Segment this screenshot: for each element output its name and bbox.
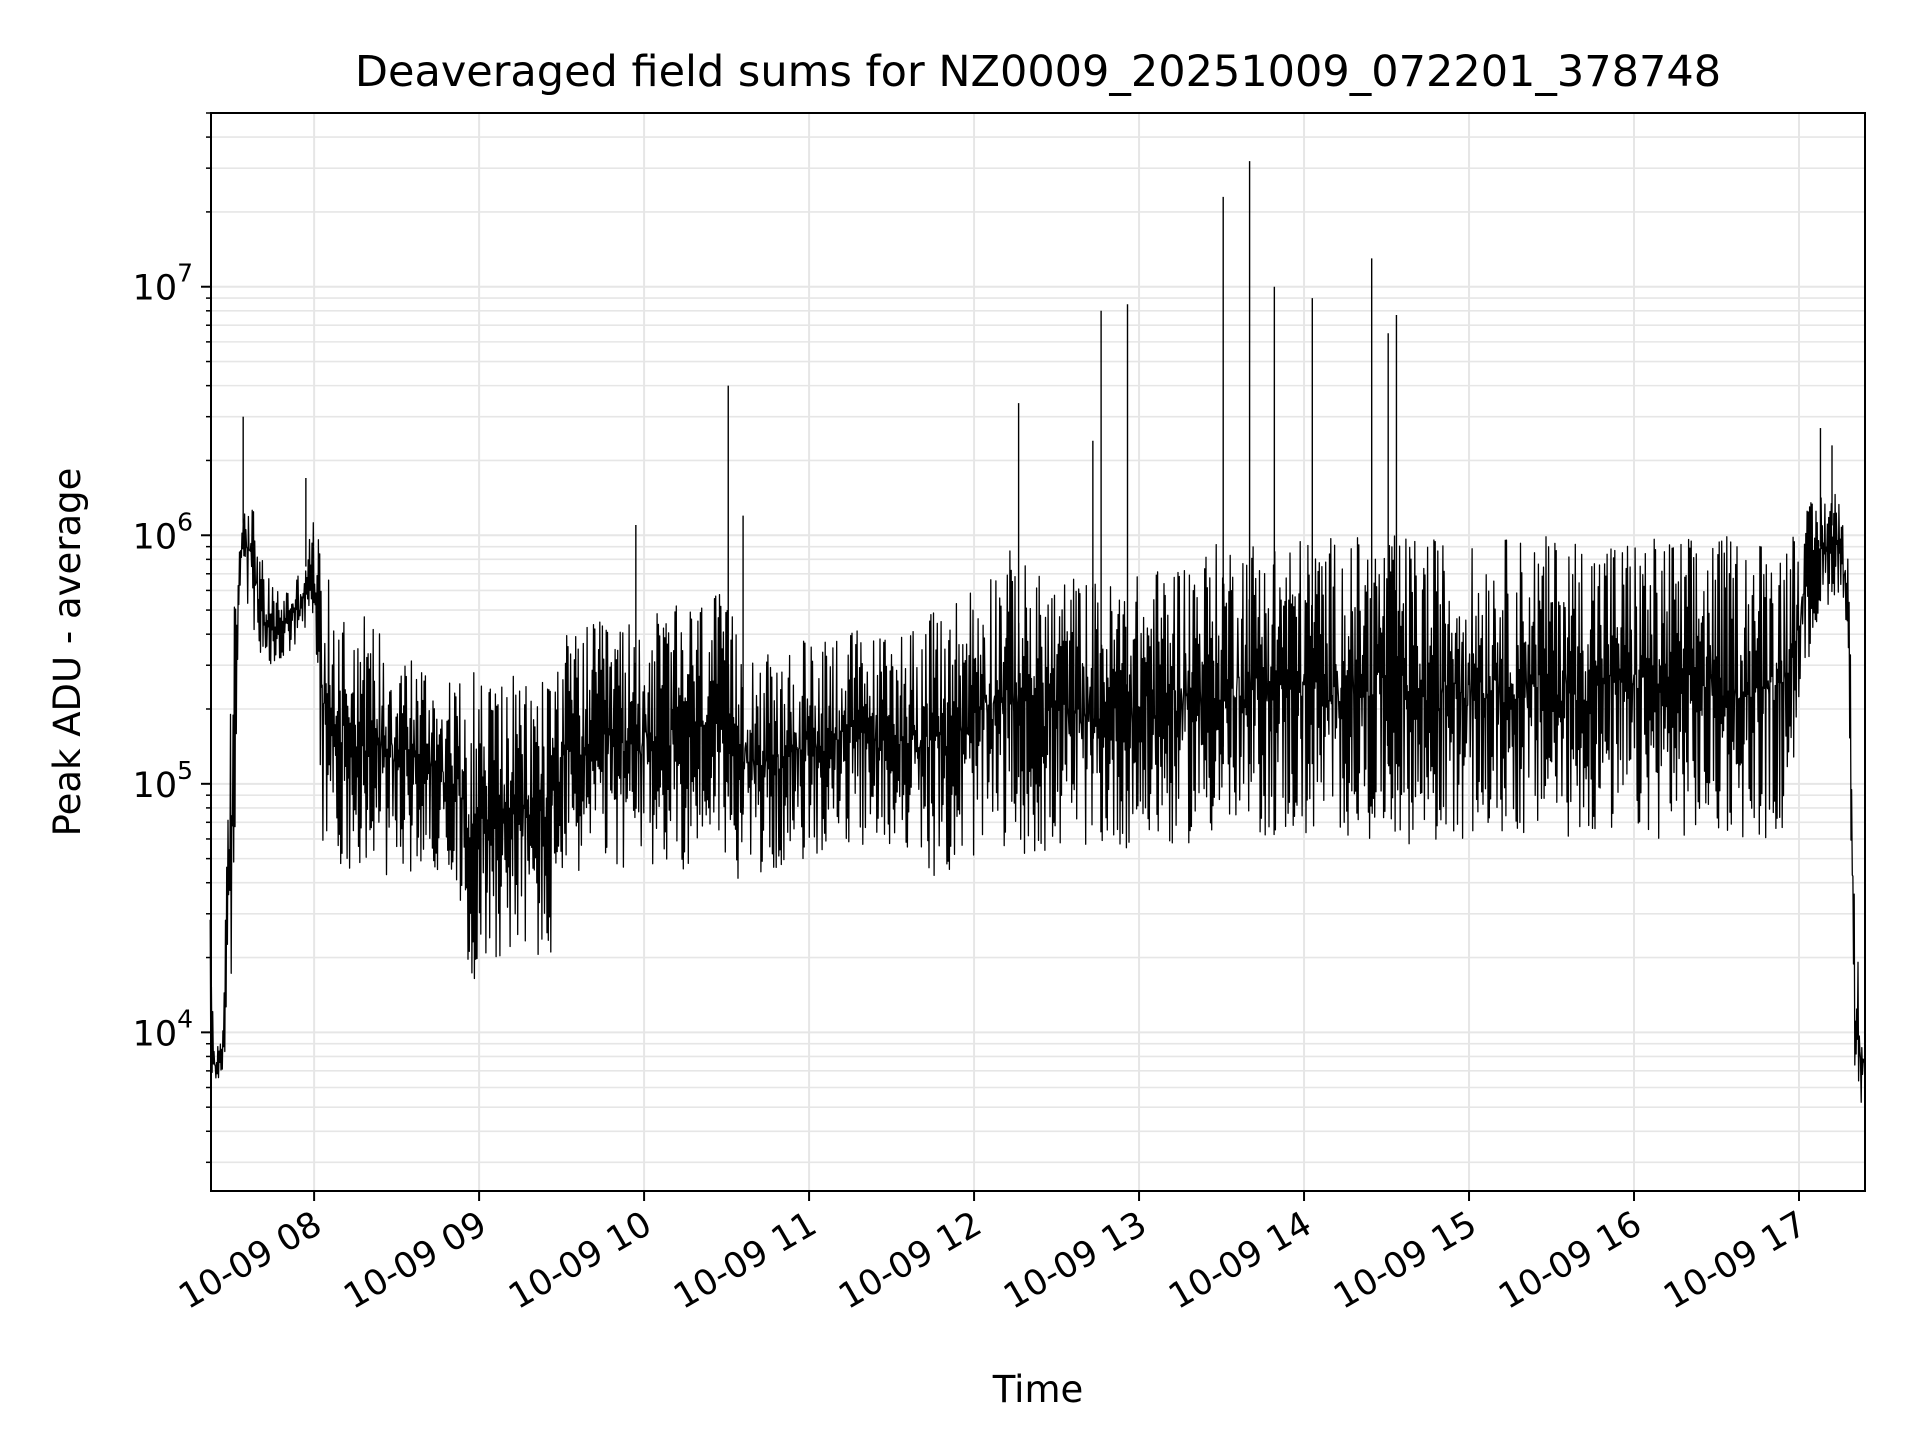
y-tick-label: 105 (133, 756, 193, 806)
chart-title: Deaveraged field sums for NZ0009_2025100… (355, 47, 1721, 97)
y-tick-label: 107 (133, 259, 193, 309)
y-axis-label: Peak ADU - average (46, 468, 89, 837)
plot-frame (210, 112, 1866, 1192)
y-tick-label: 104 (133, 1004, 193, 1054)
spike-group (242, 161, 1833, 808)
grid-major (211, 113, 1865, 1191)
series-line (209, 161, 1866, 1103)
y-tick-label: 106 (133, 507, 193, 557)
x-axis-label: Time (992, 1368, 1084, 1411)
y-axis: 104 105 106 107 (133, 112, 211, 1164)
series-trace (209, 493, 1866, 1103)
